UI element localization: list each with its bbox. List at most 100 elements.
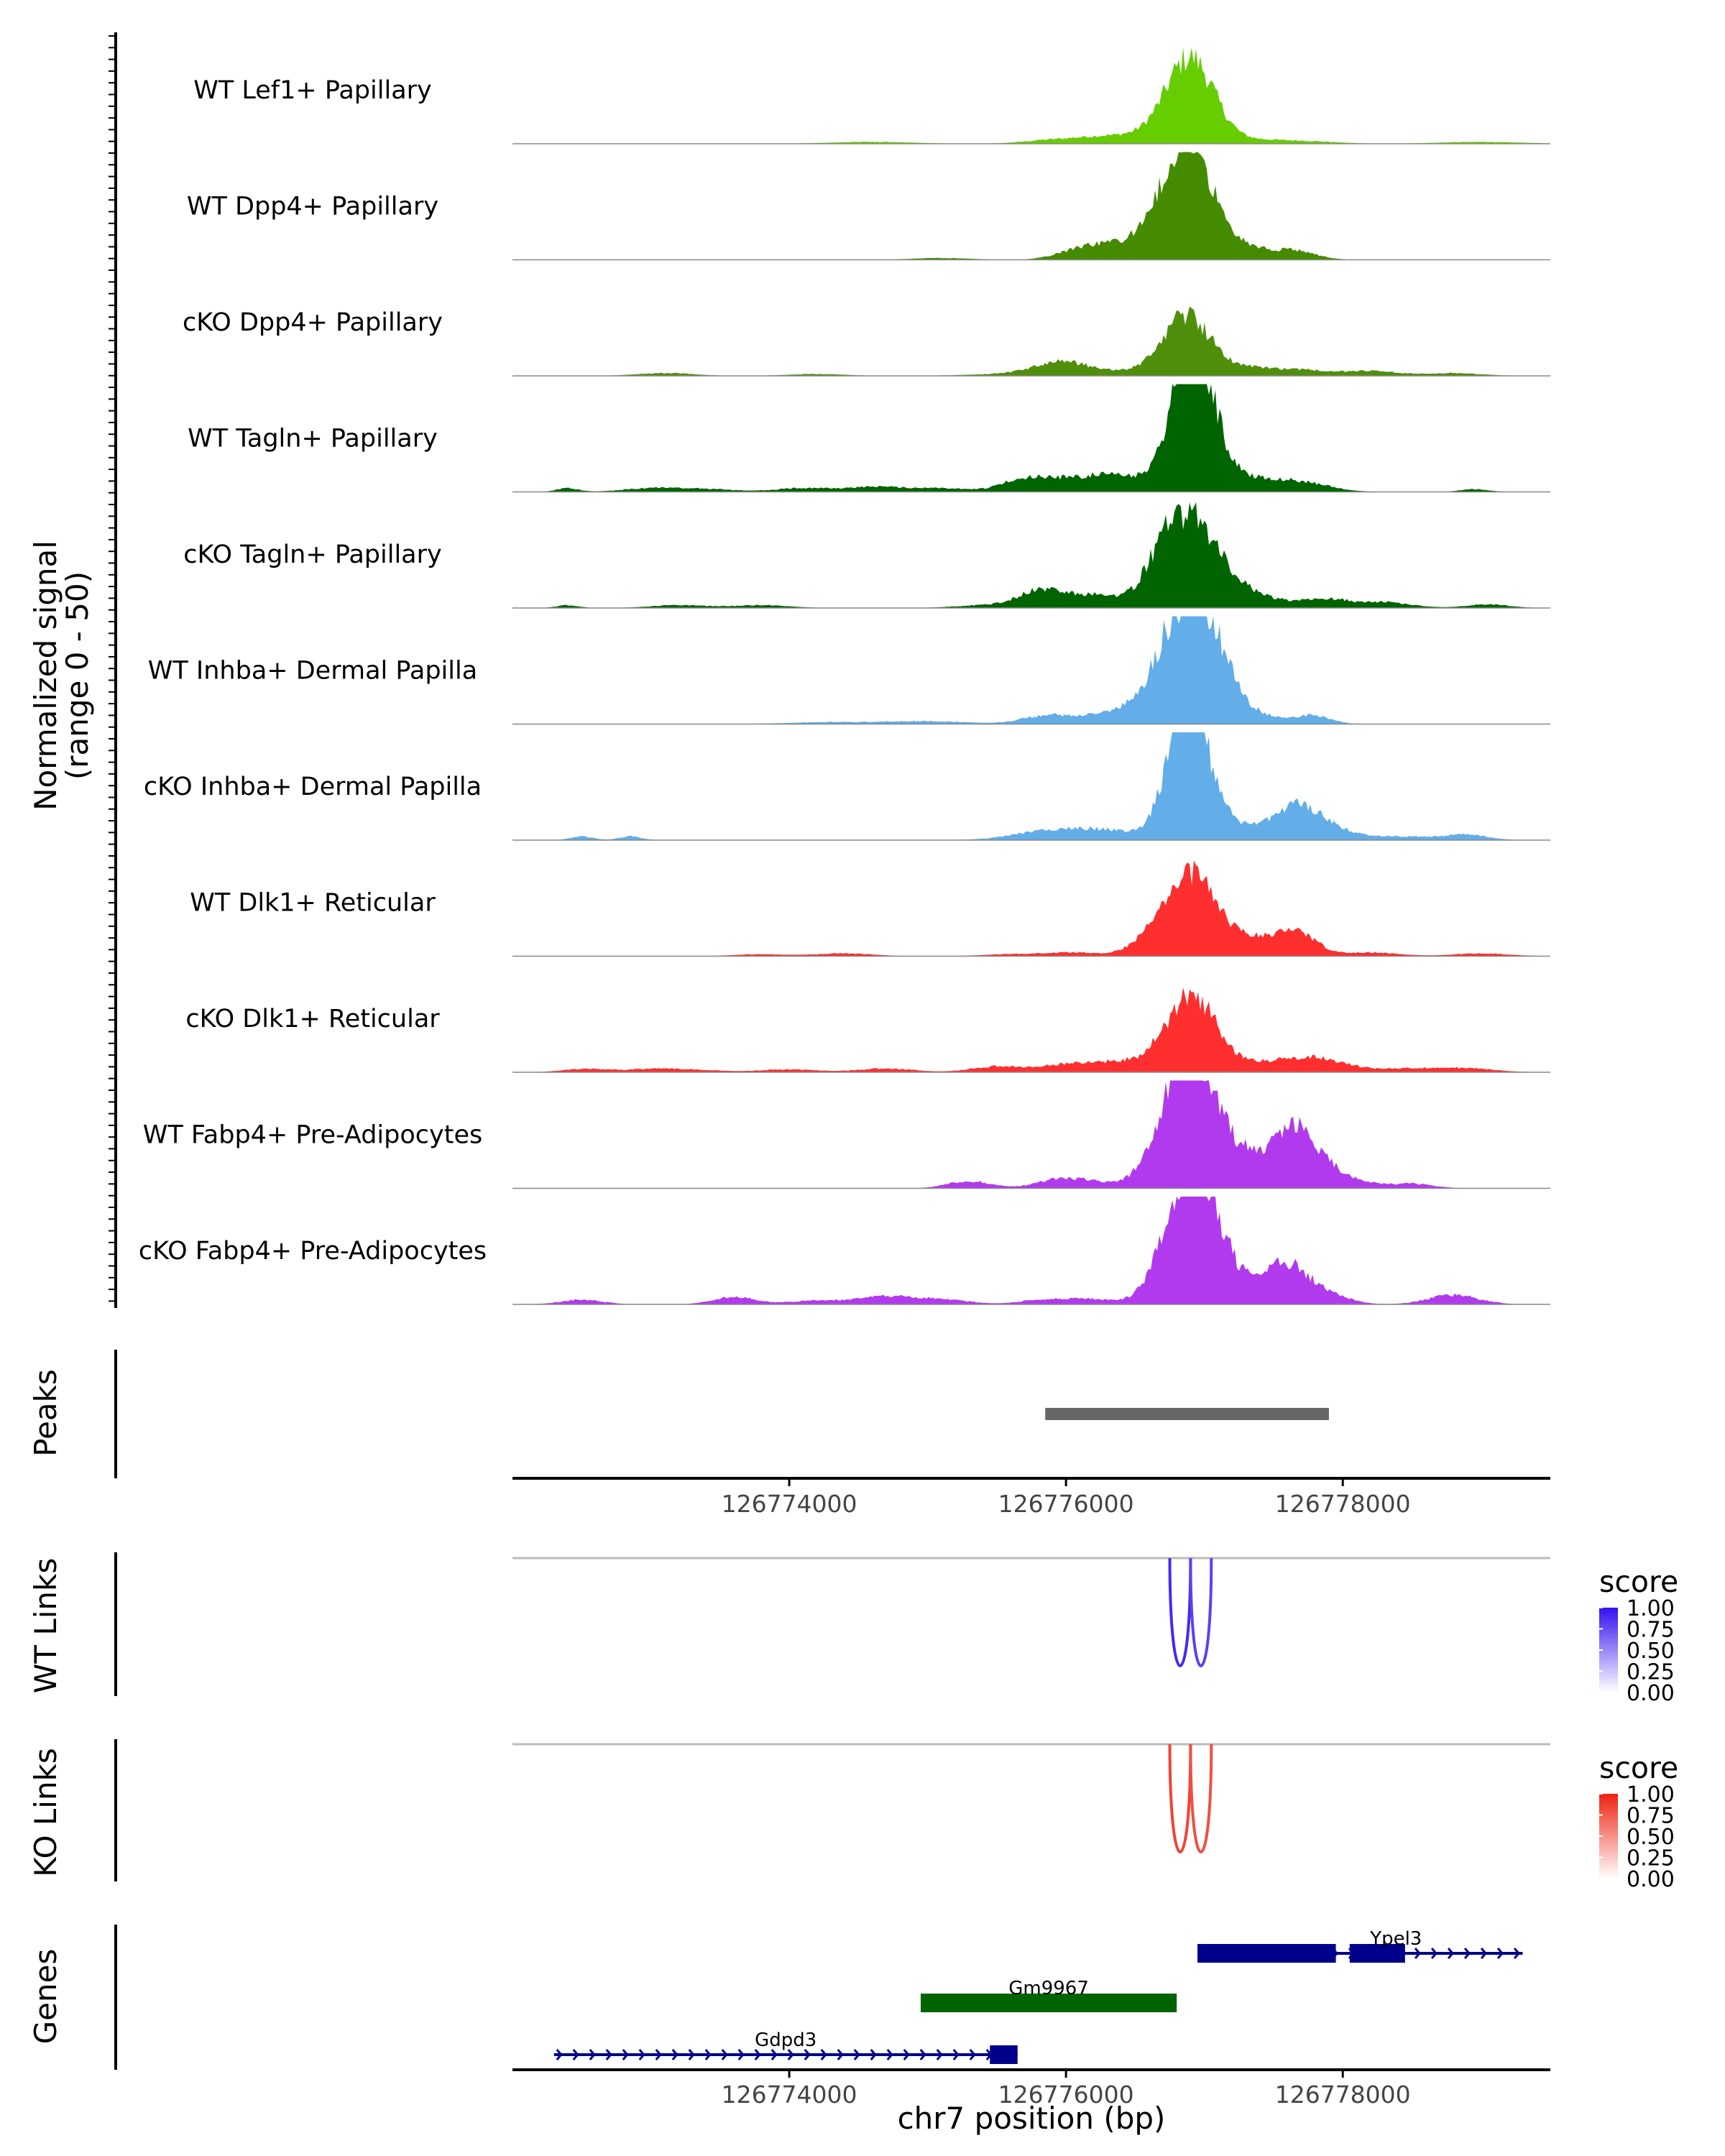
strand-arrow <box>1364 1948 1372 1959</box>
track-label: WT Tagln+ Papillary <box>188 425 438 453</box>
legend-title: score <box>1599 1565 1678 1599</box>
links-track-label: WT Links <box>28 1558 63 1693</box>
strand-arrow <box>1248 1948 1256 1959</box>
coverage-track: cKO Inhba+ Dermal Papilla <box>144 732 1550 841</box>
coverage-area <box>512 860 1550 957</box>
legend-tick-label: 1.00 <box>1627 1596 1675 1621</box>
gene-name-label: Gm9967 <box>1008 1978 1089 1999</box>
track-label: cKO Tagln+ Papillary <box>183 540 442 569</box>
gene-model: Gm9967 <box>920 1978 1177 2012</box>
y-axis-label-line2: (range 0 - 50) <box>60 571 95 780</box>
track-label: cKO Inhba+ Dermal Papilla <box>144 773 482 801</box>
coverage-track: cKO Dpp4+ Papillary <box>183 306 1550 377</box>
strand-arrow <box>787 2049 794 2060</box>
legend-tick-label: 0.00 <box>1627 1867 1675 1892</box>
strand-arrow <box>1215 1948 1223 1959</box>
coverage-track: WT Tagln+ Papillary <box>188 384 1550 493</box>
strand-arrow <box>671 2049 678 2060</box>
coverage-area <box>512 152 1550 260</box>
gene-exon <box>920 1994 1177 2012</box>
strand-arrow <box>1463 1948 1471 1959</box>
strand-arrow <box>688 2049 695 2060</box>
strand-arrow <box>1430 1948 1438 1959</box>
gene-model: Gdpd3 <box>553 2030 1018 2064</box>
track-label: WT Fabp4+ Pre-Adipocytes <box>143 1121 482 1150</box>
peaks-panel: Peaks 126774000 126776000 126778000 <box>28 1350 1550 1518</box>
y-axis-label: Normalized signal(range 0 - 50) <box>28 540 95 811</box>
strand-arrow <box>1496 1948 1504 1959</box>
track-label: cKO Dpp4+ Papillary <box>183 308 443 337</box>
gene-exon <box>1349 1944 1405 1963</box>
legend-tick-label: 1.00 <box>1627 1782 1675 1807</box>
coverage-track: WT Inhba+ Dermal Papilla <box>148 616 1550 725</box>
peaks-track-label: Peaks <box>28 1369 63 1457</box>
x-tick-label: 126774000 <box>722 2081 857 2109</box>
strand-arrow <box>737 2049 745 2060</box>
strand-arrow <box>1265 1948 1273 1959</box>
strand-arrow <box>1513 1948 1521 1959</box>
peak-region <box>1045 1408 1329 1420</box>
links-track-label: KO Links <box>28 1748 63 1877</box>
genes-track-label: Genes <box>28 1949 63 2045</box>
gene-model: Ypel3 <box>1197 1928 1523 1963</box>
legend-tick-label: 0.00 <box>1627 1681 1675 1706</box>
strand-arrow <box>919 2049 926 2060</box>
strand-arrow <box>1414 1948 1422 1959</box>
coverage-track: WT Fabp4+ Pre-Adipocytes <box>143 1080 1550 1189</box>
coverage-area <box>512 502 1550 608</box>
coverage-track: cKO Fabp4+ Pre-Adipocytes <box>139 1197 1550 1305</box>
strand-arrow <box>804 2049 811 2060</box>
strand-arrow <box>886 2049 893 2060</box>
strand-arrow <box>952 2049 960 2060</box>
x-tick-label: 126776000 <box>998 1490 1134 1518</box>
strand-arrow <box>903 2049 910 2060</box>
link-arc <box>1168 1557 1192 1667</box>
coverage-area <box>512 47 1550 144</box>
strand-arrow <box>936 2049 943 2060</box>
strand-arrow <box>1199 1948 1207 1959</box>
gene-name-label: Gdpd3 <box>755 2030 816 2051</box>
strand-arrow <box>622 2049 629 2060</box>
link-arc <box>1189 1557 1213 1667</box>
coverage-area <box>512 306 1550 376</box>
strand-arrow <box>556 2049 563 2060</box>
strand-arrow <box>1480 1948 1488 1959</box>
coverage-area <box>512 1080 1550 1189</box>
x-tick-label: 126774000 <box>722 1490 857 1518</box>
strand-arrow <box>770 2049 778 2060</box>
gene-name-label: Ypel3 <box>1369 1928 1422 1950</box>
legend-tick-label: 0.50 <box>1627 1825 1675 1850</box>
track-label: cKO Fabp4+ Pre-Adipocytes <box>139 1237 487 1266</box>
x-tick-label: 126778000 <box>1275 1490 1411 1518</box>
gene-exon <box>1197 1944 1336 1963</box>
strand-arrow <box>721 2049 728 2060</box>
strand-arrow <box>1447 1948 1455 1959</box>
legend-title: score <box>1599 1751 1678 1785</box>
strand-arrow <box>985 2049 993 2060</box>
strand-arrow <box>638 2049 645 2060</box>
link-arc <box>1168 1743 1192 1853</box>
coverage-area <box>512 384 1550 492</box>
track-label: WT Dpp4+ Papillary <box>187 193 438 221</box>
coverage-track: cKO Dlk1+ Reticular <box>185 987 1550 1073</box>
strand-arrow <box>1331 1948 1339 1959</box>
coverage-area <box>512 616 1550 724</box>
strand-arrow <box>754 2049 761 2060</box>
strand-arrow <box>1397 1948 1405 1959</box>
legend-tick-label: 0.50 <box>1627 1639 1675 1664</box>
y-axis-label-line1: Normalized signal <box>28 540 63 811</box>
coverage-track: cKO Tagln+ Papillary <box>183 502 1550 609</box>
coverage-area <box>512 987 1550 1072</box>
strand-arrow <box>655 2049 662 2060</box>
track-label: WT Dlk1+ Reticular <box>190 889 436 918</box>
coverage-track: WT Dlk1+ Reticular <box>190 860 1550 957</box>
strand-arrow <box>605 2049 612 2060</box>
legend-tick-label: 0.75 <box>1627 1618 1675 1643</box>
coverage-track: WT Dpp4+ Papillary <box>187 152 1550 261</box>
coverage-area <box>512 732 1550 840</box>
coverage-track: WT Lef1+ Papillary <box>193 47 1550 144</box>
gene-exon <box>990 2045 1018 2064</box>
strand-arrow <box>969 2049 976 2060</box>
